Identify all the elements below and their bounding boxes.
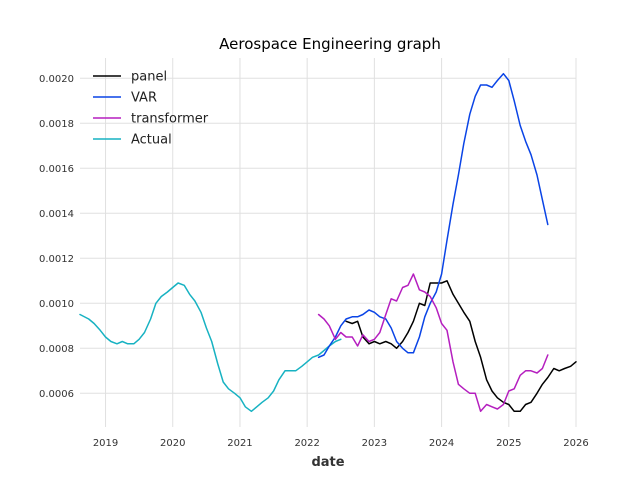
legend-label: panel: [131, 70, 167, 85]
y-tick-label: 0.0016: [39, 164, 74, 175]
y-tick-label: 0.0006: [39, 389, 74, 400]
y-tick-label: 0.0018: [39, 119, 74, 130]
x-tick-label: 2022: [294, 438, 319, 449]
x-tick-label: 2019: [93, 438, 118, 449]
x-tick-label: 2025: [496, 438, 521, 449]
x-tick-label: 2021: [227, 438, 252, 449]
y-tick-label: 0.0014: [39, 209, 74, 220]
series-line-transformer: [317, 273, 549, 413]
legend: panel VAR transformer Actual: [93, 70, 209, 148]
x-axis: 2019 2020 2021 2022 2023 2024 2025 2026: [93, 438, 589, 449]
series-lines: [79, 72, 577, 413]
legend-label: transformer: [131, 112, 209, 127]
x-tick-label: 2020: [160, 438, 185, 449]
y-tick-label: 0.0010: [39, 299, 74, 310]
series-line-panel: [345, 280, 577, 413]
legend-label: Actual: [131, 133, 172, 148]
x-tick-label: 2024: [429, 438, 454, 449]
chart-title: Aerospace Engineering graph: [219, 35, 441, 53]
y-axis: 0.0006 0.0008 0.0010 0.0012 0.0014 0.0016 0.00…: [39, 74, 74, 400]
x-axis-label: date: [311, 455, 344, 470]
grid: [80, 58, 577, 427]
y-tick-label: 0.0008: [39, 344, 74, 355]
series-line-var: [317, 72, 549, 359]
x-tick-label: 2023: [362, 438, 387, 449]
x-tick-label: 2026: [563, 438, 588, 449]
legend-label: VAR: [131, 91, 157, 106]
y-tick-label: 0.0012: [39, 254, 74, 265]
y-tick-label: 0.0020: [39, 74, 74, 85]
series-line-actual: [79, 282, 342, 413]
